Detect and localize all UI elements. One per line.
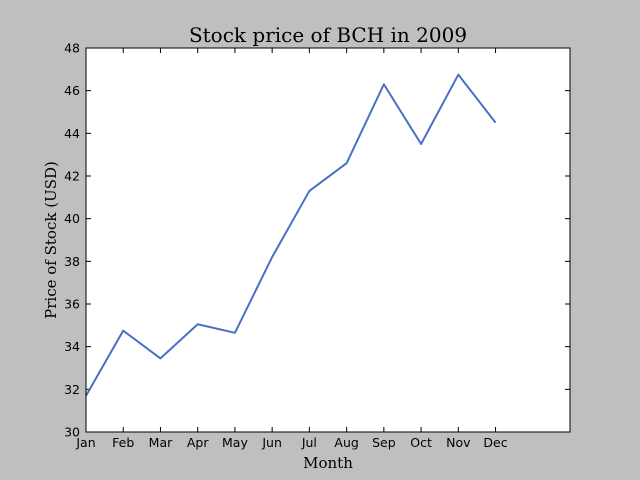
x-tick-label: Dec bbox=[483, 435, 507, 450]
axis-ticks: 30 32 34 36 38 40 42 44 46 48 Jan Feb Mar Apr May Jun Ju… bbox=[64, 41, 571, 450]
chart-title: Stock price of BCH in 2009 bbox=[189, 23, 467, 47]
x-tick-label: Nov bbox=[446, 435, 471, 450]
x-tick-label: Apr bbox=[187, 435, 209, 450]
y-tick-label: 36 bbox=[64, 297, 80, 312]
y-tick-label: 30 bbox=[64, 425, 80, 440]
x-tick-label: Jun bbox=[261, 435, 282, 450]
x-tick-label: Jul bbox=[301, 435, 317, 450]
x-tick-label: May bbox=[222, 435, 248, 450]
y-tick-label: 34 bbox=[64, 339, 80, 354]
x-tick-label: Sep bbox=[372, 435, 396, 450]
plot-area bbox=[86, 48, 570, 432]
plot-frame bbox=[85, 47, 571, 433]
y-tick-label: 38 bbox=[64, 254, 80, 269]
y-axis-label: Price of Stock (USD) bbox=[42, 161, 60, 319]
y-tick-label: 40 bbox=[64, 211, 80, 226]
y-tick-label: 46 bbox=[64, 83, 80, 98]
y-tick-label: 44 bbox=[64, 126, 80, 141]
x-axis-label: Month bbox=[303, 454, 353, 472]
y-tick-label: 32 bbox=[64, 382, 80, 397]
x-tick-label: Jan bbox=[75, 435, 95, 450]
x-tick-label: Oct bbox=[410, 435, 432, 450]
x-tick-label: Aug bbox=[334, 435, 358, 450]
y-tick-label: 48 bbox=[64, 41, 80, 56]
series-line bbox=[85, 73, 497, 397]
x-tick-label: Mar bbox=[149, 435, 173, 450]
x-tick-label: Feb bbox=[112, 435, 134, 450]
y-tick-label: 42 bbox=[64, 169, 80, 184]
